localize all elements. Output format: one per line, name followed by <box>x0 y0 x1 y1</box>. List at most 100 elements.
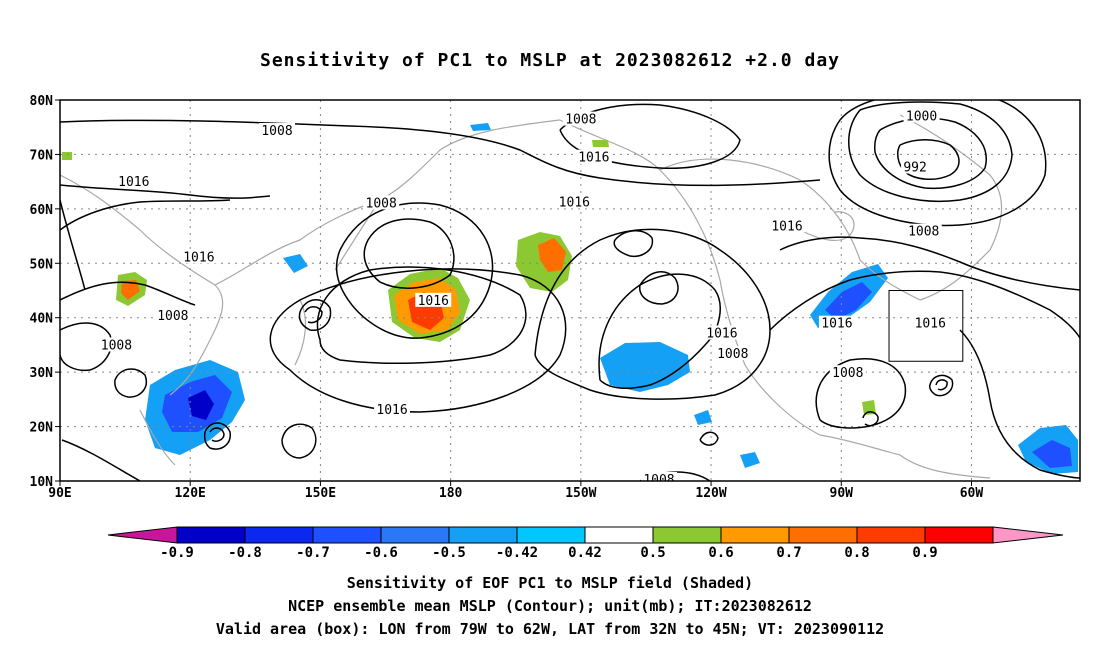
colorbar-label: -0.6 <box>364 545 398 561</box>
coastline <box>559 119 821 436</box>
colorbar-label: 0.5 <box>640 545 665 561</box>
lat-tick-label: 80N <box>30 94 54 109</box>
contour-label-bg <box>115 174 152 189</box>
colorbar-low-extension <box>107 526 178 544</box>
contour-label-bg <box>180 249 217 264</box>
contour-label-bg <box>556 194 593 209</box>
valid-area-box <box>888 290 964 362</box>
sensitivity-region <box>283 254 308 273</box>
contour-label-bg <box>829 365 866 380</box>
mslp-contour <box>896 139 960 180</box>
mslp-contour <box>639 271 679 305</box>
contour-label-bg <box>912 315 949 330</box>
sensitivity-region <box>694 410 712 425</box>
colorbar-label: 0.7 <box>776 545 801 561</box>
contour-label: 1008 <box>366 196 397 211</box>
mslp-contour <box>769 270 1080 339</box>
coastline <box>139 409 176 466</box>
map-title: Sensitivity of PC1 to MSLP at 2023082612… <box>259 50 840 71</box>
contour-label: 1000 <box>906 109 937 124</box>
contour-label: 1008 <box>261 124 292 139</box>
coastline <box>294 299 306 366</box>
contour-label-bg <box>905 223 942 238</box>
coastline <box>659 158 921 301</box>
mslp-contour <box>848 101 1013 203</box>
colorbar-segment <box>380 526 450 544</box>
mslp-contour <box>598 273 721 390</box>
lat-tick-label: 10N <box>30 475 54 490</box>
mslp-contour <box>335 202 494 339</box>
sensitivity-region <box>188 390 214 420</box>
contour-label: 1016 <box>376 403 407 418</box>
mslp-contour <box>281 423 317 459</box>
colorbar-segment <box>516 526 586 544</box>
mslp-contour <box>60 199 86 291</box>
colorbar-segment <box>244 526 314 544</box>
contour-label: 1016 <box>578 151 609 166</box>
mslp-contour <box>60 184 271 199</box>
coastlines <box>60 114 1003 479</box>
plot-area: 1008 1008 1000 992 1016 1016 1008 1016 1016 1008 1… <box>60 100 1080 481</box>
mslp-contour <box>613 230 654 258</box>
lon-tick-label: 60W <box>960 486 984 501</box>
colorbar: -0.9 -0.8 -0.7 -0.6 -0.5 -0.42 0.42 0.5 0.6 0.7 0.… <box>107 526 1064 561</box>
caption-line-2: NCEP ensemble mean MSLP (Contour); unit(… <box>288 597 812 615</box>
mslp-contour <box>209 427 225 442</box>
contour-label-bg <box>901 159 930 174</box>
sensitivity-region <box>825 282 872 320</box>
contour-label-bg <box>259 123 296 138</box>
sensitivity-region <box>600 342 690 392</box>
mslp-contour <box>534 228 771 400</box>
contour-label-bg <box>374 402 411 417</box>
sensitivity-region <box>62 152 72 160</box>
coastline <box>60 174 224 396</box>
colorbar-label: -0.8 <box>228 545 262 561</box>
contour-label: 1016 <box>559 195 590 210</box>
lat-tick-label: 20N <box>30 421 54 436</box>
mslp-contour <box>298 299 332 331</box>
colorbar-segment <box>448 526 518 544</box>
mslp-contour <box>316 266 527 365</box>
colorbar-label: 0.8 <box>844 545 869 561</box>
contour-label-bg <box>903 108 940 123</box>
coastline <box>799 211 855 242</box>
lon-tick-label: 150E <box>305 486 336 501</box>
contour-label: 1016 <box>821 317 852 332</box>
mslp-contour <box>60 199 231 231</box>
contour-label-bg <box>363 195 400 210</box>
lon-tick-label: 120E <box>175 486 206 501</box>
contour-label: 1016 <box>418 294 449 309</box>
mslp-contour <box>779 236 1080 291</box>
contour-label-bg <box>415 292 452 307</box>
colorbar-label: 0.42 <box>568 545 602 561</box>
mslp-contour <box>304 306 323 324</box>
contour-label-bg <box>98 337 135 352</box>
colorbar-label: 0.9 <box>912 545 937 561</box>
contour-label: 1016 <box>706 326 737 341</box>
lon-tick-label: 90W <box>830 486 854 501</box>
colorbar-label: -0.5 <box>432 545 466 561</box>
contour-label-bg <box>575 149 612 164</box>
colorbar-high-extension <box>992 526 1064 544</box>
mslp-contour <box>828 100 1047 227</box>
sensitivity-region <box>592 140 609 147</box>
colorbar-segment <box>584 526 654 544</box>
contour-label: 1016 <box>771 219 802 234</box>
colorbar-segment <box>312 526 382 544</box>
contour-label: 1008 <box>157 309 188 324</box>
lat-tick-label: 70N <box>30 148 54 163</box>
colorbar-segment <box>176 526 246 544</box>
contour-label-bg <box>769 218 806 233</box>
colorbar-label: -0.9 <box>160 545 194 561</box>
mslp-contour <box>60 322 112 372</box>
gridlines <box>60 100 1080 481</box>
contour-label: 1016 <box>118 175 149 190</box>
contour-label: 1016 <box>183 250 214 265</box>
contour-label: 1016 <box>915 317 946 332</box>
contour-label: 1008 <box>832 366 863 381</box>
mslp-contour <box>61 439 141 481</box>
lat-tick-label: 60N <box>30 203 54 218</box>
sensitivity-region <box>1032 440 1072 468</box>
mslp-contour <box>959 329 1080 479</box>
